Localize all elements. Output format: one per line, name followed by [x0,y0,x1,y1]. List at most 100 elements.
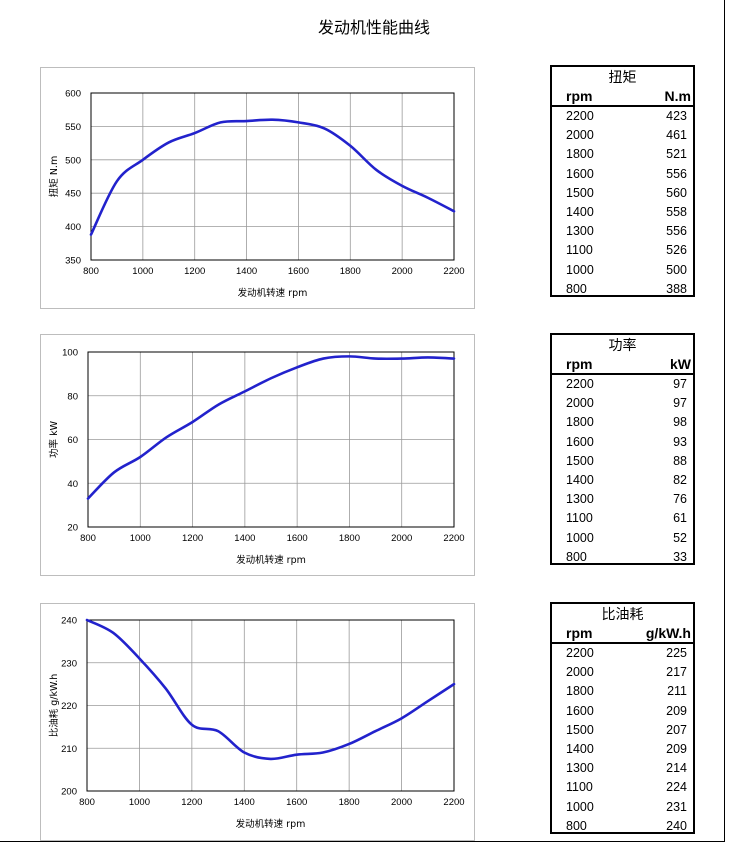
table-row: 2200 423 [552,107,693,126]
cell-value: 207 [666,722,687,737]
header-unit: g/kW.h [645,625,691,641]
cell-value: 388 [666,281,687,296]
series-line [86,355,456,500]
cell-rpm: 1500 [566,185,594,200]
cell-rpm: 2000 [566,665,594,680]
cell-value: 500 [666,262,687,277]
cell-rpm: 1100 [566,243,593,258]
x-tick-label: 2000 [391,797,412,808]
header-rpm: rpm [566,88,593,104]
y-tick-label: 350 [65,256,81,267]
cell-value: 33 [673,549,687,564]
plot-area [90,92,455,261]
table-row: 2000 97 [552,394,693,413]
header-unit: N.m [664,88,691,104]
x-tick-label: 1400 [236,266,257,277]
cell-value: 240 [666,818,687,833]
plot-area [87,351,455,528]
fuel-consumption-table: 比油耗 rpm g/kW.h 2200 225 2000 217 1800 211 1600… [550,602,695,834]
cell-rpm: 1800 [566,415,594,430]
cell-value: 76 [673,492,687,507]
table-row: 1800 211 [552,682,693,701]
table-row: 800 33 [552,548,693,567]
table-row: 1500 560 [552,184,693,203]
fuel-consumption-chart: 800 1000 1200 1400 1600 1800 2000 2200 200 210 220… [40,603,475,841]
cell-rpm: 1800 [566,147,594,162]
y-tick-label: 220 [61,701,77,712]
cell-value: 560 [666,185,687,200]
cell-rpm: 2000 [566,128,594,143]
x-tick-label: 1800 [339,533,360,544]
table-row: 1800 521 [552,145,693,164]
cell-value: 225 [666,646,687,660]
table-title: 比油耗 [601,607,644,623]
x-tick-label: 1600 [288,266,309,277]
table-row: 2000 217 [552,663,693,682]
cell-rpm: 1600 [566,703,594,718]
cell-rpm: 1100 [566,780,593,795]
header-unit: kW [670,356,691,372]
table-row: 1500 88 [552,452,693,471]
cell-rpm: 800 [566,549,587,564]
table-row: 1300 214 [552,759,693,778]
x-tick-label: 800 [83,266,99,277]
y-tick-label: 450 [65,189,81,200]
cell-value: 209 [666,741,687,756]
table-body: 2200 225 2000 217 1800 211 1600 209 1500 207 1400 2… [552,644,693,836]
table-row: 1000 52 [552,529,693,548]
series-line [89,118,456,236]
x-axis-label: 发动机转速 rpm [238,287,308,299]
table-row: 1400 209 [552,740,693,759]
y-tick-label: 40 [67,479,78,490]
table-title: 扭矩 [608,70,637,86]
cell-value: 82 [673,472,687,487]
table-row: 1300 556 [552,222,693,241]
cell-rpm: 2200 [566,377,594,391]
cell-rpm: 1500 [566,453,594,468]
cell-value: 231 [666,799,687,814]
table-row: 1400 558 [552,203,693,222]
y-tick-label: 240 [61,616,77,627]
cell-rpm: 1300 [566,761,594,776]
header-rpm: rpm [566,625,593,641]
x-tick-label: 800 [80,533,96,544]
y-tick-label: 80 [67,391,78,402]
cell-rpm: 1000 [566,530,594,545]
table-row: 1100 61 [552,509,693,528]
cell-rpm: 1100 [566,511,593,526]
cell-rpm: 1600 [566,434,594,449]
table-row: 800 388 [552,280,693,299]
table-row: 1400 82 [552,471,693,490]
cell-rpm: 800 [566,818,587,833]
x-tick-label: 1400 [234,797,255,808]
cell-rpm: 1400 [566,472,594,487]
x-tick-label: 1400 [234,533,255,544]
table-title: 功率 [608,338,637,354]
cell-rpm: 800 [566,281,587,296]
cell-value: 556 [666,166,687,181]
cell-rpm: 1400 [566,741,594,756]
table-row: 2200 225 [552,644,693,663]
cell-rpm: 1600 [566,166,594,181]
x-tick-label: 1200 [182,533,203,544]
cell-rpm: 1400 [566,204,594,219]
cell-value: 556 [666,224,687,239]
cell-value: 97 [673,377,687,391]
table-header: rpm g/kW.h [552,624,693,644]
cell-value: 88 [673,453,687,468]
chart-svg: 800 1000 1200 1400 1600 1800 2000 2200 350 400 450… [48,89,465,300]
table-row: 2200 97 [552,375,693,394]
x-tick-label: 2200 [443,533,464,544]
cell-value: 97 [673,396,687,411]
x-axis-label: 发动机转速 rpm [236,554,306,566]
table-row: 1100 526 [552,241,693,260]
cell-rpm: 2200 [566,109,594,123]
chart-svg: 800 1000 1200 1400 1600 1800 2000 2200 20 40 60 80 1… [48,348,465,567]
table-row: 1800 98 [552,413,693,432]
plot-area [86,619,455,792]
x-tick-label: 1800 [339,797,360,808]
series-line [85,618,456,761]
y-tick-label: 230 [61,658,77,669]
cell-rpm: 2200 [566,646,594,660]
